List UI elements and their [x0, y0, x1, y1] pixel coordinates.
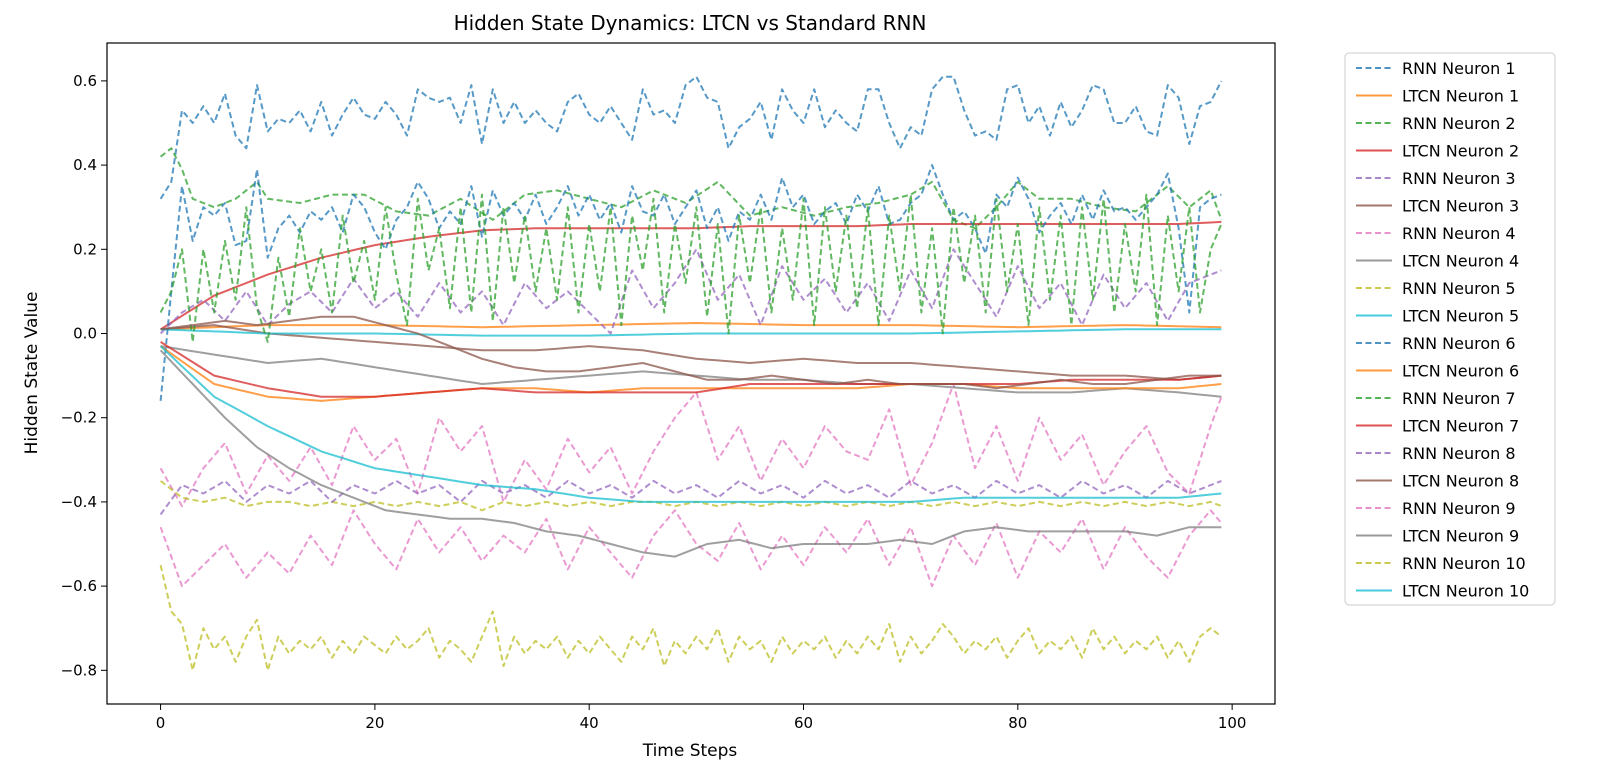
x-tick-label: 80: [1008, 714, 1027, 732]
series-line-13: [159, 193, 1223, 343]
y-tick-label: −0.8: [61, 661, 97, 679]
legend-label: LTCN Neuron 4: [1402, 252, 1519, 271]
legend-label: RNN Neuron 8: [1402, 444, 1516, 463]
legend-label: RNN Neuron 2: [1402, 114, 1516, 133]
y-tick-label: 0.2: [73, 240, 97, 258]
series-line-12: [160, 345, 1222, 402]
legend-label: LTCN Neuron 7: [1402, 417, 1519, 436]
legend-label: LTCN Neuron 2: [1402, 142, 1519, 161]
y-tick-label: 0.0: [73, 325, 97, 343]
legend-label: RNN Neuron 5: [1402, 279, 1516, 298]
series-layer: [159, 75, 1223, 672]
legend-label: RNN Neuron 6: [1402, 334, 1516, 353]
legend-label: RNN Neuron 10: [1402, 554, 1526, 573]
legend: RNN Neuron 1 LTCN Neuron 1 RNN Neuron 2 LTC…: [1356, 59, 1529, 601]
series-line-9: [159, 480, 1222, 512]
series-line-19: [159, 564, 1223, 672]
x-tick-label: 20: [365, 714, 384, 732]
series-line-18: [159, 349, 1222, 558]
x-tick-label: 100: [1218, 714, 1247, 732]
y-axis-label: Hidden State Value: [22, 292, 42, 455]
series-line-16: [160, 315, 1222, 390]
legend-box: [1344, 52, 1556, 606]
x-axis-label: Time Steps: [642, 741, 738, 761]
series-line-11: [159, 164, 1222, 401]
x-tick-label: 0: [156, 714, 166, 732]
series-line-20: [159, 345, 1222, 503]
legend-label: RNN Neuron 3: [1402, 169, 1516, 188]
legend-label: LTCN Neuron 5: [1402, 307, 1519, 326]
y-tick-label: 0.4: [73, 156, 97, 174]
x-axis: 0 20 40 60 80 100: [156, 704, 1247, 732]
legend-label: LTCN Neuron 6: [1402, 362, 1519, 381]
series-line-1: [159, 75, 1223, 200]
legend-label: LTCN Neuron 1: [1402, 87, 1519, 106]
series-line-2: [160, 322, 1222, 331]
x-tick-label: 60: [794, 714, 813, 732]
x-tick-label: 40: [580, 714, 599, 732]
y-tick-label: −0.4: [61, 493, 97, 511]
series-line-15: [159, 479, 1222, 516]
series-line-6: [160, 324, 1222, 381]
legend-label: LTCN Neuron 9: [1402, 527, 1519, 546]
legend-label: LTCN Neuron 3: [1402, 197, 1519, 216]
legend-label: LTCN Neuron 10: [1402, 582, 1529, 601]
plot-frame: [106, 42, 1276, 705]
legend-label: RNN Neuron 1: [1402, 59, 1516, 78]
y-tick-label: 0.6: [73, 72, 97, 90]
y-axis: −0.8 −0.6 −0.4 −0.2 0.0 0.2 0.4 0.6: [61, 72, 107, 679]
y-tick-label: −0.2: [61, 409, 97, 427]
legend-label: RNN Neuron 4: [1402, 224, 1516, 243]
legend-label: RNN Neuron 9: [1402, 499, 1516, 518]
series-line-17: [159, 509, 1223, 588]
series-line-10: [160, 328, 1222, 337]
series-line-7: [159, 383, 1223, 508]
legend-label: LTCN Neuron 8: [1402, 472, 1519, 491]
chart-title: Hidden State Dynamics: LTCN vs Standard …: [454, 11, 927, 35]
series-line-5: [159, 248, 1222, 335]
y-tick-label: −0.6: [61, 577, 97, 595]
legend-label: RNN Neuron 7: [1402, 389, 1516, 408]
